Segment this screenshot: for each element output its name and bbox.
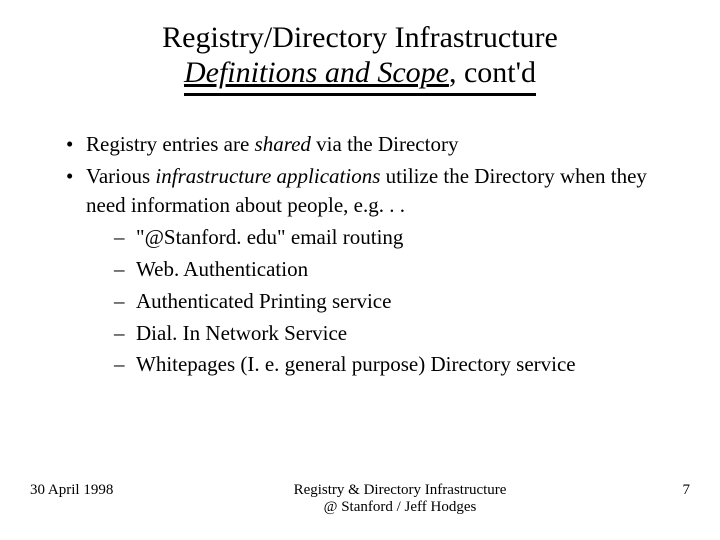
title-line-1: Registry/Directory Infrastructure <box>80 20 640 55</box>
footer-center-line2: @ Stanford / Jeff Hodges <box>170 499 630 516</box>
sub-bullet-item: Whitepages (I. e. general purpose) Direc… <box>114 350 660 380</box>
sub-bullet-item: Dial. In Network Service <box>114 319 660 349</box>
title-line-2: Definitions and Scope, cont'd <box>184 55 536 95</box>
slide-title: Registry/Directory Infrastructure Defini… <box>80 20 640 96</box>
bullet-text-pre: Various <box>86 164 155 188</box>
bullet-list: Registry entries are shared via the Dire… <box>60 130 660 381</box>
title-suffix: , cont'd <box>449 56 536 89</box>
slide: Registry/Directory Infrastructure Defini… <box>0 0 720 540</box>
bullet-text-em: shared <box>255 132 311 156</box>
bullet-text-post: via the Directory <box>311 132 459 156</box>
footer-date: 30 April 1998 <box>30 482 170 499</box>
footer-center-line1: Registry & Directory Infrastructure <box>170 482 630 499</box>
bullet-text-em: infrastructure applications <box>155 164 380 188</box>
footer-page-number: 7 <box>630 482 690 499</box>
sub-bullet-list: "@Stanford. edu" email routing Web. Auth… <box>86 223 660 380</box>
bullet-item: Various infrastructure applications util… <box>60 162 660 381</box>
sub-bullet-item: "@Stanford. edu" email routing <box>114 223 660 253</box>
title-emphasis: Definitions and Scope <box>184 56 449 89</box>
bullet-item: Registry entries are shared via the Dire… <box>60 130 660 160</box>
slide-footer: 30 April 1998 Registry & Directory Infra… <box>30 482 690 516</box>
slide-body: Registry entries are shared via the Dire… <box>60 130 660 381</box>
footer-center: Registry & Directory Infrastructure @ St… <box>170 482 630 516</box>
sub-bullet-item: Web. Authentication <box>114 255 660 285</box>
sub-bullet-item: Authenticated Printing service <box>114 287 660 317</box>
bullet-text-pre: Registry entries are <box>86 132 255 156</box>
